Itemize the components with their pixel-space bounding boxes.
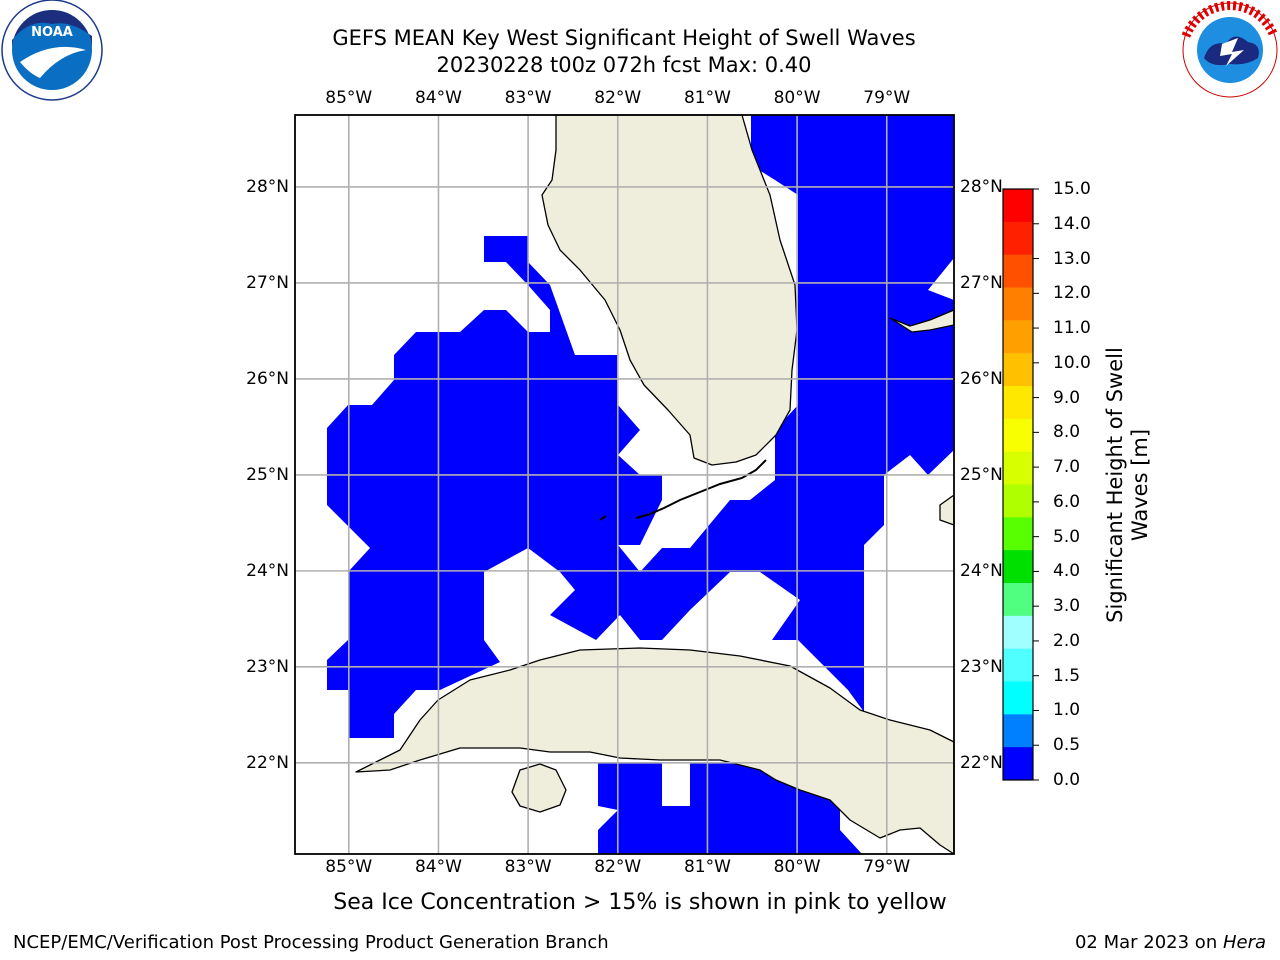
colorbar-swatch-16 xyxy=(1003,681,1033,715)
colorbar-swatch-12 xyxy=(1003,550,1033,584)
colorbar-tick-label-7: 9.0 xyxy=(1053,387,1081,408)
colorbar-tick-label-10: 6.0 xyxy=(1053,491,1081,512)
colorbar-swatch-7 xyxy=(1003,386,1033,420)
lon-tick-bottom-6: 80°W xyxy=(773,857,821,877)
lon-tick-top-3: 83°W xyxy=(504,88,552,108)
colorbar-tick-label-17: 0.5 xyxy=(1053,735,1081,756)
footer-date-text: 02 Mar 2023 on xyxy=(1074,932,1223,953)
colorbar-tick-label-15: 1.5 xyxy=(1053,665,1081,686)
lon-tick-top-5: 81°W xyxy=(683,88,731,108)
isle-of-youth-land xyxy=(511,763,567,813)
lon-tick-top-2: 84°W xyxy=(414,88,462,108)
colorbar xyxy=(1002,188,1039,781)
colorbar-tick-label-4: 12.0 xyxy=(1053,283,1091,304)
lon-tick-top-6: 80°W xyxy=(773,88,821,108)
land-layer xyxy=(355,114,955,855)
lon-tick-top-1: 85°W xyxy=(325,88,373,108)
colorbar-swatch-13 xyxy=(1003,583,1033,617)
nws-logo xyxy=(1181,1,1279,98)
noaa-logo: NOAA xyxy=(1,0,103,101)
lat-tick-right-6: 23°N xyxy=(960,656,1003,677)
lon-tick-top-7: 79°W xyxy=(863,88,911,108)
colorbar-tick-label-1: 15.0 xyxy=(1053,179,1091,199)
footer-date: 02 Mar 2023 on Hera xyxy=(1075,932,1266,953)
lat-tick-right-2: 27°N xyxy=(960,272,1003,293)
map-gridlines xyxy=(295,115,954,854)
colorbar-swatch-6 xyxy=(1003,353,1033,387)
lon-tick-bottom-4: 82°W xyxy=(594,857,642,877)
colorbar-swatch-10 xyxy=(1003,484,1033,518)
lon-tick-bottom-5: 81°W xyxy=(683,857,731,877)
colorbar-swatch-11 xyxy=(1003,517,1033,551)
lat-tick-right-3: 26°N xyxy=(960,368,1003,389)
colorbar-swatch-1 xyxy=(1003,189,1033,223)
lat-tick-left-6: 23°N xyxy=(246,656,289,677)
lat-tick-left-1: 28°N xyxy=(246,176,289,197)
map-frame xyxy=(294,114,955,855)
colorbar-swatch-15 xyxy=(1003,648,1033,682)
lon-tick-bottom-3: 83°W xyxy=(504,857,552,877)
colorbar-swatch-14 xyxy=(1003,615,1033,650)
colorbar-tick-label-14: 2.0 xyxy=(1053,630,1081,651)
lon-tick-top-4: 82°W xyxy=(594,88,642,108)
colorbar-frame xyxy=(1002,188,1034,781)
colorbar-swatch-8 xyxy=(1003,418,1033,453)
colorbar-tick-label-8: 8.0 xyxy=(1053,422,1081,443)
lat-tick-left-4: 25°N xyxy=(246,464,289,485)
footer-credit: NCEP/EMC/Verification Post Processing Pr… xyxy=(13,932,609,953)
lat-tick-left-2: 27°N xyxy=(246,272,289,293)
colorbar-swatch-5 xyxy=(1003,320,1033,354)
colorbar-swatch-4 xyxy=(1003,287,1033,321)
lat-tick-left-7: 22°N xyxy=(246,752,289,773)
florida-keys-1 xyxy=(635,459,767,519)
lon-tick-bottom-7: 79°W xyxy=(863,857,911,877)
footer-host: Hera xyxy=(1222,932,1266,953)
svg-text:NOAA: NOAA xyxy=(31,25,73,40)
lat-tick-left-5: 24°N xyxy=(246,560,289,581)
colorbar-tick-label-9: 7.0 xyxy=(1053,457,1081,478)
florida-land xyxy=(541,114,798,466)
colorbar-swatch-9 xyxy=(1003,451,1033,485)
florida-keys-2 xyxy=(599,515,607,521)
colorbar-tick-label-11: 5.0 xyxy=(1053,526,1081,547)
colorbar-tick-label-2: 14.0 xyxy=(1053,213,1091,234)
colorbar-label: Significant Height of Swell Waves [m] xyxy=(1102,347,1152,623)
map-panel xyxy=(294,114,955,855)
colorbar-tick-label-5: 11.0 xyxy=(1053,318,1091,339)
colorbar-tick-label-3: 13.0 xyxy=(1053,248,1091,269)
chart-title: GEFS MEAN Key West Significant Height of… xyxy=(332,26,916,50)
lat-tick-right-1: 28°N xyxy=(960,176,1003,197)
colorbar-swatch-2 xyxy=(1003,221,1033,256)
lat-tick-right-7: 22°N xyxy=(960,752,1003,773)
colorbar-swatch-18 xyxy=(1003,747,1033,781)
lat-tick-left-3: 26°N xyxy=(246,368,289,389)
lon-tick-bottom-1: 85°W xyxy=(325,857,373,877)
colorbar-tick-label-16: 1.0 xyxy=(1053,700,1081,721)
colorbar-swatch-3 xyxy=(1003,254,1033,288)
colorbar-tick-label-18: 0.0 xyxy=(1053,770,1081,790)
lat-tick-right-5: 24°N xyxy=(960,560,1003,581)
colorbar-tick-label-6: 10.0 xyxy=(1053,352,1091,373)
colorbar-tick-label-12: 4.0 xyxy=(1053,561,1081,582)
colorbar-swatch-17 xyxy=(1003,714,1033,748)
chart-subtitle: 20230228 t00z 072h fcst Max: 0.40 xyxy=(436,53,812,77)
lat-tick-right-4: 25°N xyxy=(960,464,1003,485)
lon-tick-bottom-2: 84°W xyxy=(414,857,462,877)
colorbar-tick-label-13: 3.0 xyxy=(1053,596,1081,617)
sea-ice-note: Sea Ice Concentration > 15% is shown in … xyxy=(333,890,947,915)
